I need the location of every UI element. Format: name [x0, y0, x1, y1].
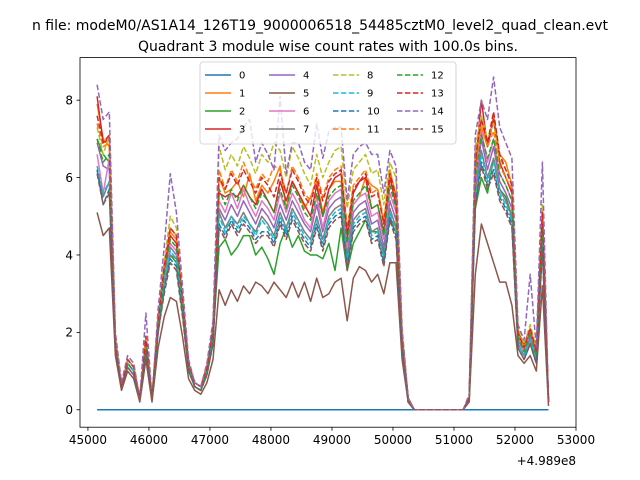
x-tick-label: 45000 [69, 433, 107, 447]
y-tick-label: 0 [65, 403, 73, 417]
legend-label-13: 13 [431, 89, 444, 100]
figure-suptitle: n file: modeM0/AS1A14_126T19_9000006518_… [32, 18, 609, 34]
legend-label-1: 1 [239, 89, 245, 100]
x-tick-label: 52000 [496, 433, 534, 447]
legend-box [199, 61, 457, 145]
x-tick-label: 53000 [557, 433, 595, 447]
legend-label-5: 5 [303, 89, 309, 100]
legend-label-9: 9 [367, 89, 373, 100]
series-line-10 [96, 161, 550, 411]
y-axis: 0 2 4 6 8 [65, 93, 80, 417]
series-lines [96, 76, 550, 411]
legend-label-8: 8 [367, 71, 373, 82]
legend-label-12: 12 [431, 71, 444, 82]
legend-label-11: 11 [367, 125, 380, 136]
series-line-13 [96, 111, 550, 411]
legend-label-4: 4 [303, 71, 309, 82]
legend-label-2: 2 [239, 107, 245, 118]
x-tick-label: 46000 [130, 433, 168, 447]
y-tick-label: 8 [65, 93, 73, 107]
chart-title: Quadrant 3 module wise count rates with … [138, 39, 518, 55]
legend-label-14: 14 [431, 107, 444, 118]
legend-label-3: 3 [239, 125, 245, 136]
x-offset-label: +4.989e8 [517, 454, 576, 468]
x-tick-label: 48000 [252, 433, 290, 447]
series-line-14 [96, 76, 550, 411]
legend-label-6: 6 [303, 107, 309, 118]
x-tick-label: 49000 [313, 433, 351, 447]
y-tick-label: 2 [65, 326, 73, 340]
x-tick-label: 47000 [191, 433, 229, 447]
series-line-9 [96, 153, 550, 411]
legend-label-15: 15 [431, 125, 444, 136]
series-line-5 [96, 212, 550, 411]
legend-label-10: 10 [367, 107, 380, 118]
x-axis: 45000 46000 47000 48000 49000 50000 51000 52000… [69, 427, 595, 447]
series-line-15 [96, 165, 550, 411]
legend-label-7: 7 [303, 125, 309, 136]
y-tick-label: 4 [65, 248, 73, 262]
x-tick-label: 50000 [374, 433, 412, 447]
y-tick-label: 6 [65, 171, 73, 185]
legend-label-0: 0 [239, 71, 245, 82]
plot-frame [79, 57, 577, 428]
x-tick-label: 51000 [435, 433, 473, 447]
